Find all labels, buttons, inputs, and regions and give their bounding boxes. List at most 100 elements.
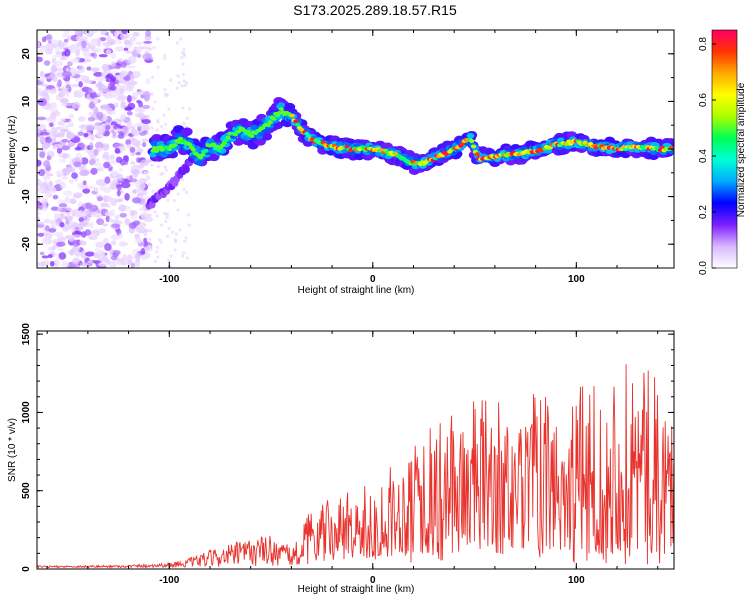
noise-blob [104, 176, 111, 184]
ridge-blob [181, 127, 193, 136]
noise-blob [42, 183, 49, 188]
noise-blob [101, 116, 108, 121]
noise-blob [77, 131, 84, 136]
noise-blob [140, 253, 148, 261]
noise-blob [68, 120, 74, 127]
noise-blob [86, 66, 92, 71]
noise-blob [72, 192, 83, 199]
noise-blob [47, 192, 53, 197]
noise-blob [130, 169, 139, 174]
noise-blob [118, 241, 128, 247]
noise-blob [130, 262, 135, 268]
noise-blob [48, 40, 53, 44]
noise-blob [62, 30, 71, 35]
noise-dot [180, 55, 184, 60]
noise-dot [176, 41, 180, 45]
noise-blob [72, 234, 82, 238]
noise-blob [128, 222, 137, 229]
noise-blob [80, 157, 89, 165]
noise-blob [87, 116, 96, 122]
noise-dot [169, 78, 173, 82]
noise-dot [182, 187, 186, 191]
noise-blob [120, 113, 127, 121]
noise-blob [98, 262, 108, 267]
ridge-blob [298, 127, 304, 132]
noise-blob [110, 52, 116, 59]
noise-dot [186, 213, 190, 217]
noise-blob [110, 240, 117, 246]
noise-blob [107, 66, 117, 70]
noise-blob [121, 126, 130, 134]
noise-blob [41, 197, 49, 205]
noise-dot [176, 192, 180, 196]
noise-blob [58, 86, 68, 95]
noise-dot [177, 81, 181, 85]
branch-blob [182, 165, 190, 174]
noise-blob [87, 87, 93, 94]
noise-blob [78, 224, 84, 231]
noise-blob [143, 171, 148, 176]
noise-blob [138, 222, 147, 228]
noise-dot [180, 177, 185, 181]
noise-blob [54, 46, 61, 52]
heatmap-marks [37, 30, 674, 268]
noise-blob [71, 246, 81, 253]
ridge-blob [245, 129, 251, 134]
noise-blob [89, 186, 95, 190]
noise-dot [159, 124, 164, 129]
ridge-blob [249, 134, 255, 139]
noise-blob [96, 218, 105, 226]
noise-blob [70, 58, 80, 64]
ridge-blob [154, 149, 160, 153]
noise-dot [175, 86, 179, 90]
spectrogram-y-axis-label: Frequency (Hz) [7, 116, 18, 185]
noise-blob [126, 94, 132, 103]
noise-blob [93, 97, 99, 105]
noise-dot [178, 228, 182, 232]
noise-blob [132, 189, 137, 194]
noise-blob [117, 173, 124, 182]
noise-blob [76, 42, 82, 47]
noise-blob [93, 148, 99, 157]
ridge-blob [271, 116, 277, 121]
noise-blob [48, 219, 57, 225]
noise-blob [57, 207, 62, 212]
noise-dot [163, 165, 167, 169]
noise-blob [120, 32, 128, 40]
noise-dot [155, 128, 159, 132]
noise-blob [37, 232, 45, 237]
noise-blob [119, 204, 126, 212]
noise-blob [110, 209, 116, 217]
noise-blob [51, 75, 58, 83]
noise-dot [148, 244, 152, 249]
noise-dot [171, 230, 175, 234]
x-tick-label: 0 [370, 575, 376, 586]
noise-dot [147, 214, 151, 218]
noise-blob [67, 207, 73, 212]
noise-dot [173, 238, 177, 242]
noise-blob [90, 167, 98, 175]
noise-blob [140, 124, 145, 132]
noise-blob [145, 174, 150, 181]
noise-blob [44, 225, 50, 232]
colorbar-gradient [712, 30, 737, 268]
noise-blob [87, 44, 96, 49]
noise-blob [83, 208, 91, 215]
snr-frame [36, 330, 675, 570]
noise-blob [65, 165, 73, 173]
noise-blob [64, 48, 71, 57]
noise-blob [73, 157, 80, 163]
noise-dot [157, 238, 162, 242]
noise-blob [121, 30, 128, 35]
noise-blob [129, 209, 136, 216]
noise-blob [117, 220, 123, 225]
noise-dot [183, 83, 187, 88]
ridge-blob [466, 132, 475, 139]
noise-blob [37, 210, 41, 216]
colorbar-tick-label: 0.4 [698, 149, 709, 163]
noise-blob [117, 94, 128, 102]
noise-blob [127, 82, 135, 90]
noise-blob [88, 30, 99, 34]
noise-blob [75, 264, 80, 268]
